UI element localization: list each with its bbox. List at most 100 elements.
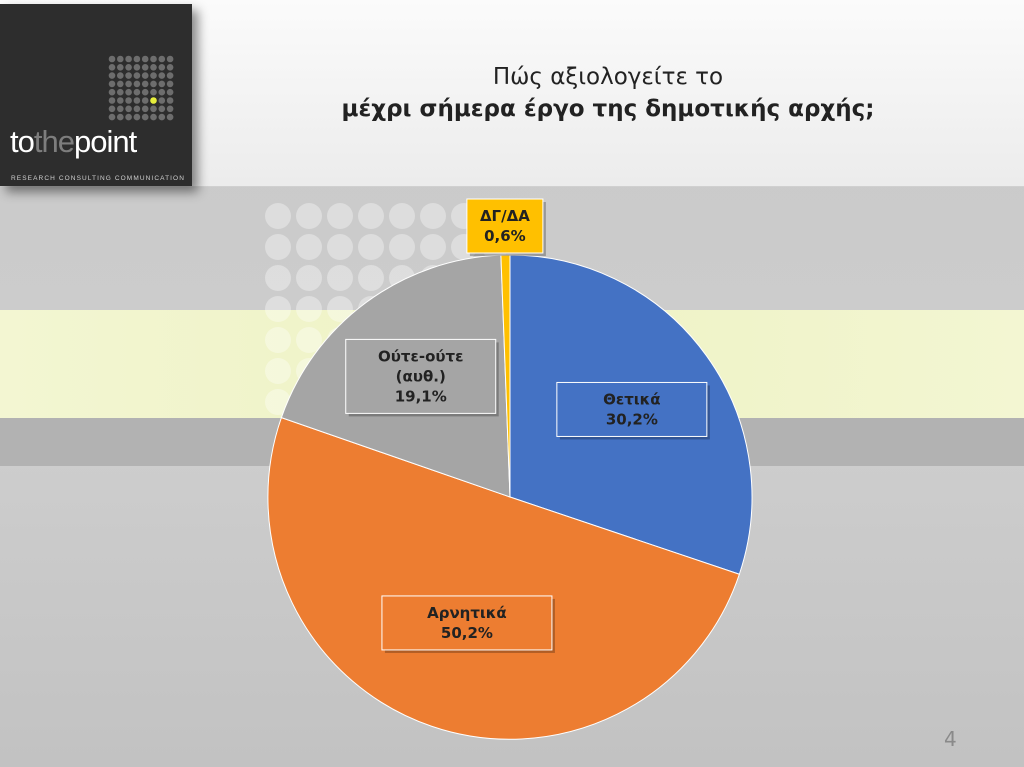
logo-dot — [117, 88, 124, 96]
decorative-dot — [327, 265, 353, 291]
logo-dot — [166, 113, 174, 121]
logo-dot — [133, 97, 141, 104]
logo-dot — [141, 105, 149, 113]
logo-dot — [150, 72, 157, 79]
logo-dot — [117, 113, 124, 121]
logo-dot — [158, 55, 166, 63]
logo-dot — [108, 88, 116, 96]
logo-dot — [133, 113, 141, 121]
decorative-dot — [420, 203, 446, 229]
logo-wordmark: tothepoint — [10, 124, 137, 160]
pie-data-labels: Θετικά 30,2% Αρνητικά 50,2% Ούτε-ούτε (αυθ.) 1… — [345, 198, 710, 653]
logo-dot — [141, 113, 149, 121]
logo-dot-grid-icon — [108, 55, 174, 121]
data-label-value: 0,6% — [484, 227, 526, 245]
logo-dot — [133, 88, 141, 96]
data-label-dk-na: ΔΓ/ΔΑ 0,6% — [466, 198, 546, 257]
data-label-box — [556, 381, 708, 437]
data-label-negative: Αρνητικά 50,2% — [381, 595, 555, 653]
logo-dot — [166, 80, 174, 88]
logo-dot — [108, 97, 116, 104]
logo-dot — [166, 88, 174, 96]
logo-dot — [125, 88, 132, 96]
pie-slice-negative — [267, 416, 740, 740]
logo-dot — [125, 64, 132, 71]
logo-dot — [150, 80, 157, 88]
logo-dot — [141, 72, 149, 79]
logo-dot — [125, 72, 132, 79]
data-label-box — [466, 198, 544, 254]
logo-dot — [117, 72, 124, 79]
logo-dot — [166, 64, 174, 71]
pie-slice-dk-na — [500, 254, 511, 498]
logo-dot — [141, 55, 149, 63]
logo-dot — [150, 64, 157, 71]
logo-dot — [133, 105, 141, 113]
logo-dot — [150, 55, 157, 63]
logo-dot — [158, 64, 166, 71]
logo-dot — [117, 105, 124, 113]
company-logo: tothepoint RESEARCH CONSULTING COMMUNICA… — [0, 4, 192, 186]
decorative-dot — [265, 265, 291, 291]
logo-dot — [166, 97, 174, 104]
decorative-dot — [265, 203, 291, 229]
logo-dot — [117, 97, 124, 104]
title-line-1: Πώς αξιολογείτε το — [492, 64, 724, 90]
logo-dot — [117, 64, 124, 71]
logo-dot — [108, 64, 116, 71]
logo-dot — [108, 80, 116, 88]
logo-subtitle: RESEARCH CONSULTING COMMUNICATION — [11, 175, 186, 182]
decorative-dot — [265, 327, 291, 353]
logo-dot — [125, 97, 132, 104]
data-label-box — [381, 595, 553, 651]
slide-title: Πώς αξιολογείτε το μέχρι σήμερα έργο της… — [192, 62, 1024, 125]
decorative-dot — [265, 296, 291, 322]
logo-dot — [166, 105, 174, 113]
pie-slices — [267, 254, 753, 740]
logo-dot — [108, 55, 116, 63]
title-line-2: μέχρι σήμερα έργο της δημοτικής αρχής; — [341, 96, 875, 122]
logo-dot — [158, 105, 166, 113]
logo-dot — [108, 105, 116, 113]
data-label-box — [345, 338, 497, 414]
decorative-dot — [358, 265, 384, 291]
logo-dot — [158, 97, 166, 104]
logo-dot — [150, 88, 157, 96]
decorative-dot — [420, 234, 446, 260]
logo-dot — [158, 113, 166, 121]
logo-dot — [108, 113, 116, 121]
logo-dot — [166, 72, 174, 79]
logo-text-the: the — [33, 124, 75, 159]
logo-text-point: point — [73, 124, 137, 159]
logo-dot — [133, 64, 141, 71]
logo-dot — [158, 88, 166, 96]
decorative-dot — [296, 265, 322, 291]
decorative-dot — [389, 234, 415, 260]
decorative-dot — [358, 234, 384, 260]
logo-dot — [133, 80, 141, 88]
logo-dot — [117, 80, 124, 88]
decorative-dot — [296, 296, 322, 322]
logo-dot — [150, 105, 157, 113]
logo-dot — [133, 72, 141, 79]
logo-dot — [133, 55, 141, 63]
data-label-category: Αρνητικά — [427, 604, 507, 622]
decorative-dot — [327, 296, 353, 322]
logo-accent-dot — [150, 97, 157, 104]
logo-dot — [125, 80, 132, 88]
logo-dot — [125, 105, 132, 113]
data-label-category: (αυθ.) — [396, 367, 446, 385]
logo-dot — [141, 80, 149, 88]
logo-dot — [141, 88, 149, 96]
decorative-dot — [296, 234, 322, 260]
decorative-dot — [265, 234, 291, 260]
logo-dot — [125, 55, 132, 63]
data-label-positive: Θετικά 30,2% — [556, 381, 710, 440]
logo-dot — [158, 80, 166, 88]
decorative-dot — [265, 358, 291, 384]
decorative-dot — [296, 203, 322, 229]
data-label-category: Θετικά — [603, 390, 660, 408]
data-label-category: ΔΓ/ΔΑ — [480, 207, 530, 225]
decorative-dot — [389, 203, 415, 229]
